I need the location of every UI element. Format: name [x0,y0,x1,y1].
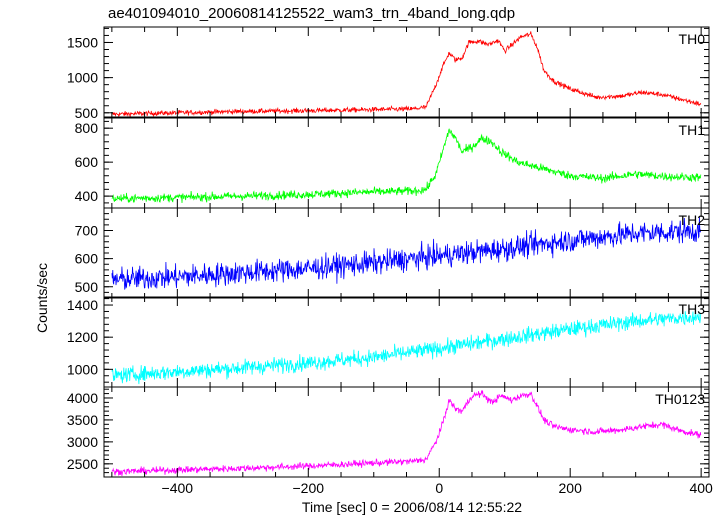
panel-label-th3: TH3 [679,301,706,317]
y-tick-label: 4000 [67,390,98,406]
x-tick-label: 0 [435,480,443,496]
y-tick-label: 500 [75,105,99,121]
x-tick-label: 200 [559,480,583,496]
series-line-th3 [111,311,702,385]
series-line-th2 [111,216,702,290]
x-tick-label: 400 [689,480,713,496]
panel-frame [103,117,710,209]
y-tick-label: 3000 [67,434,98,450]
y-tick-label: 600 [75,251,99,267]
series-line-th0 [111,31,702,117]
y-tick-label: 1200 [67,329,98,345]
panel-label-th1: TH1 [679,122,706,138]
x-tick-label: −400 [162,480,194,496]
y-axis-title: Counts/sec [34,263,50,333]
panel-frame [103,26,710,118]
panel-label-th2: TH2 [679,212,706,228]
panel-label-th0: TH0 [679,31,706,47]
chart-title: ae401094010_20060814125522_wam3_trn_4ban… [108,5,515,22]
series-line-th0123 [111,390,702,477]
panel-label-th0123: TH0123 [655,391,705,407]
y-tick-label: 1500 [67,34,98,50]
panel-th1: 400 600 800 TH1 [75,117,710,209]
y-tick-label: 1400 [67,297,98,313]
y-tick-label: 600 [75,154,99,170]
panel-frame [103,207,710,299]
y-tick-label: 800 [75,120,99,136]
y-tick-label: 1000 [67,361,98,377]
y-tick-label: 3500 [67,412,98,428]
y-tick-label: 2500 [67,456,98,472]
x-axis-title: Time [sec] 0 = 2006/08/14 12:55:22 [302,499,522,515]
y-tick-label: 1000 [67,70,98,86]
light-curve-panels: 500 1000 1500 TH0 400 600 800 TH1 500 600 700 TH2 10… [67,26,713,496]
panel-th0123: 2500 3000 3500 4000 TH0123 [67,386,710,478]
series-line-th1 [111,128,702,204]
x-tick-label: −200 [293,480,325,496]
y-tick-label: 400 [75,188,99,204]
y-tick-label: 500 [75,279,99,295]
panel-th0: 500 1000 1500 TH0 [67,26,710,121]
panel-th3: 1000 1200 1400 TH3 [67,296,710,388]
panel-th2: 500 600 700 TH2 [75,207,710,299]
y-tick-label: 700 [75,223,99,239]
